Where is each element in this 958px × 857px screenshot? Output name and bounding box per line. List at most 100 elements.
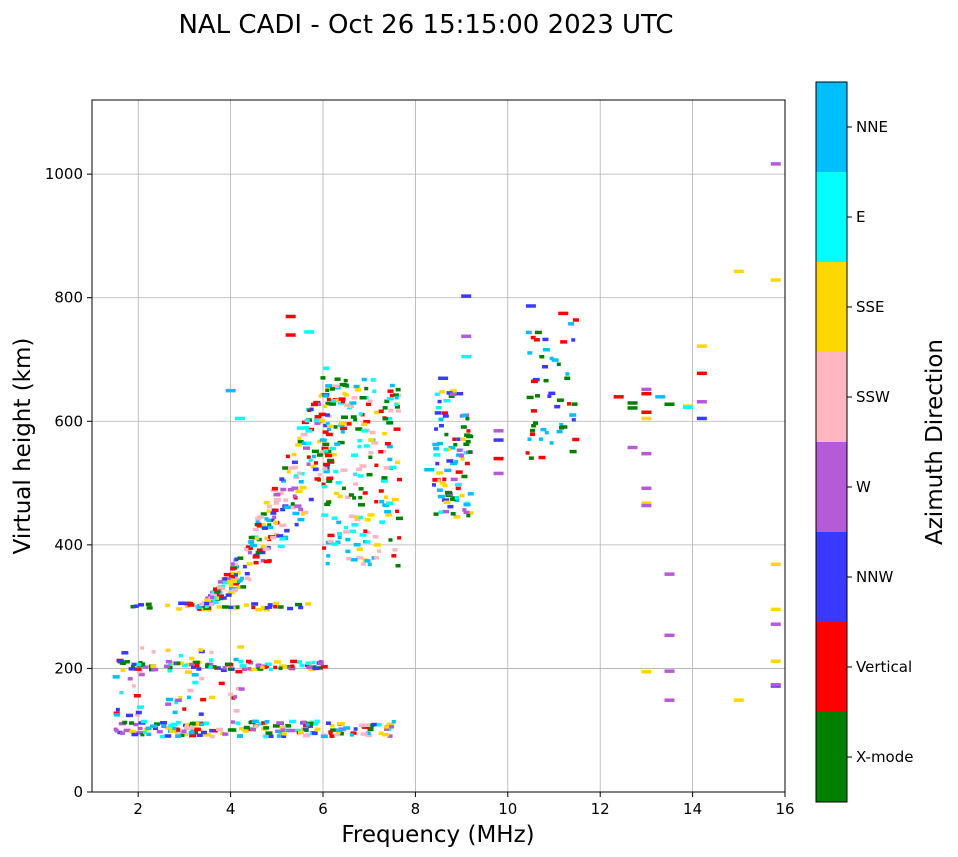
echo-point: [263, 501, 270, 505]
echo-point: [556, 398, 564, 402]
echo-point: [185, 670, 193, 674]
echo-point: [344, 495, 351, 500]
echo-point: [278, 733, 284, 737]
echo-point: [125, 713, 133, 718]
echo-point: [191, 665, 197, 670]
echo-point: [367, 562, 372, 567]
echo-point: [253, 667, 261, 671]
x-tick-label: 8: [411, 800, 421, 818]
echo-point: [288, 666, 296, 670]
echo-point: [327, 533, 335, 538]
echo-point: [458, 454, 464, 458]
echo-point: [166, 697, 174, 702]
echo-point: [300, 471, 305, 476]
echo-point: [248, 540, 255, 544]
echo-point: [209, 658, 214, 662]
echo-point: [360, 732, 368, 736]
echo-point: [235, 721, 241, 725]
echo-point: [463, 450, 469, 455]
echo-point: [251, 602, 259, 606]
echo-point: [181, 729, 187, 734]
echo-point: [233, 657, 239, 662]
echo-point: [353, 417, 358, 422]
echo-point: [317, 472, 322, 477]
echo-point: [388, 416, 393, 421]
y-tick-label: 200: [54, 659, 83, 677]
echo-point: [391, 719, 396, 724]
echo-point: [128, 667, 136, 671]
echo-point: [283, 665, 288, 669]
echo-point: [327, 447, 332, 451]
echo-point: [152, 726, 158, 731]
echo-point: [279, 523, 287, 528]
echo-point: [378, 409, 384, 414]
echo-point: [361, 429, 369, 433]
echo-point: [312, 467, 318, 472]
echo-point: [372, 389, 377, 394]
echo-point: [304, 418, 310, 423]
echo-point: [363, 444, 370, 448]
echo-point: [185, 604, 190, 609]
echo-point: [276, 721, 284, 725]
echo-point: [135, 710, 142, 715]
echo-point: [443, 398, 451, 403]
echo-point: [572, 437, 580, 442]
echo-point: [364, 518, 371, 522]
echo-point: [263, 607, 270, 612]
echo-point: [265, 731, 273, 735]
echo-point: [285, 314, 296, 319]
echo-point: [530, 409, 537, 413]
echo-point: [393, 427, 401, 431]
echo-point: [164, 734, 172, 738]
echo-point: [314, 477, 321, 481]
echo-point: [234, 416, 245, 421]
echo-point: [311, 660, 316, 665]
echo-point: [251, 605, 256, 610]
y-tick-label: 1000: [45, 165, 83, 183]
echo-point: [172, 726, 177, 731]
echo-point: [306, 462, 311, 466]
colorbar-label: Azimuth Direction: [922, 339, 948, 545]
echo-point: [283, 498, 289, 502]
echo-point: [569, 449, 577, 454]
echo-point: [216, 666, 221, 670]
echo-point: [270, 511, 277, 515]
echo-point: [279, 537, 286, 541]
echo-point: [424, 467, 435, 472]
chart-title: NAL CADI - Oct 26 15:15:00 2023 UTC: [178, 10, 673, 40]
echo-point: [311, 731, 318, 735]
echo-point: [273, 660, 281, 664]
echo-point: [436, 441, 443, 446]
x-tick-label: 4: [226, 800, 236, 818]
echo-point: [346, 422, 352, 426]
echo-point: [299, 485, 307, 490]
echo-point: [238, 687, 245, 691]
echo-point: [295, 602, 303, 607]
echo-point: [182, 707, 187, 711]
echo-point: [460, 437, 466, 442]
echo-point: [466, 513, 471, 518]
echo-point: [204, 604, 209, 609]
colorbar-segment: [816, 352, 847, 442]
colorbar-segment: [816, 532, 847, 622]
echo-point: [323, 449, 329, 453]
echo-point: [446, 459, 454, 463]
echo-point: [129, 721, 135, 725]
echo-point: [136, 669, 143, 674]
echo-point: [311, 454, 316, 459]
echo-point: [559, 426, 565, 430]
echo-point: [322, 442, 330, 447]
echo-point: [355, 388, 362, 392]
echo-point: [325, 384, 333, 388]
echo-point: [211, 598, 216, 603]
echo-point: [357, 438, 363, 443]
echo-point: [346, 556, 352, 561]
echo-point: [395, 409, 401, 413]
echo-point: [338, 397, 346, 401]
colorbar-tick-label: E: [856, 208, 865, 226]
echo-point: [641, 501, 652, 505]
echo-point: [359, 533, 367, 537]
echo-point: [206, 662, 213, 667]
echo-point: [305, 441, 312, 446]
echo-point: [323, 394, 329, 398]
